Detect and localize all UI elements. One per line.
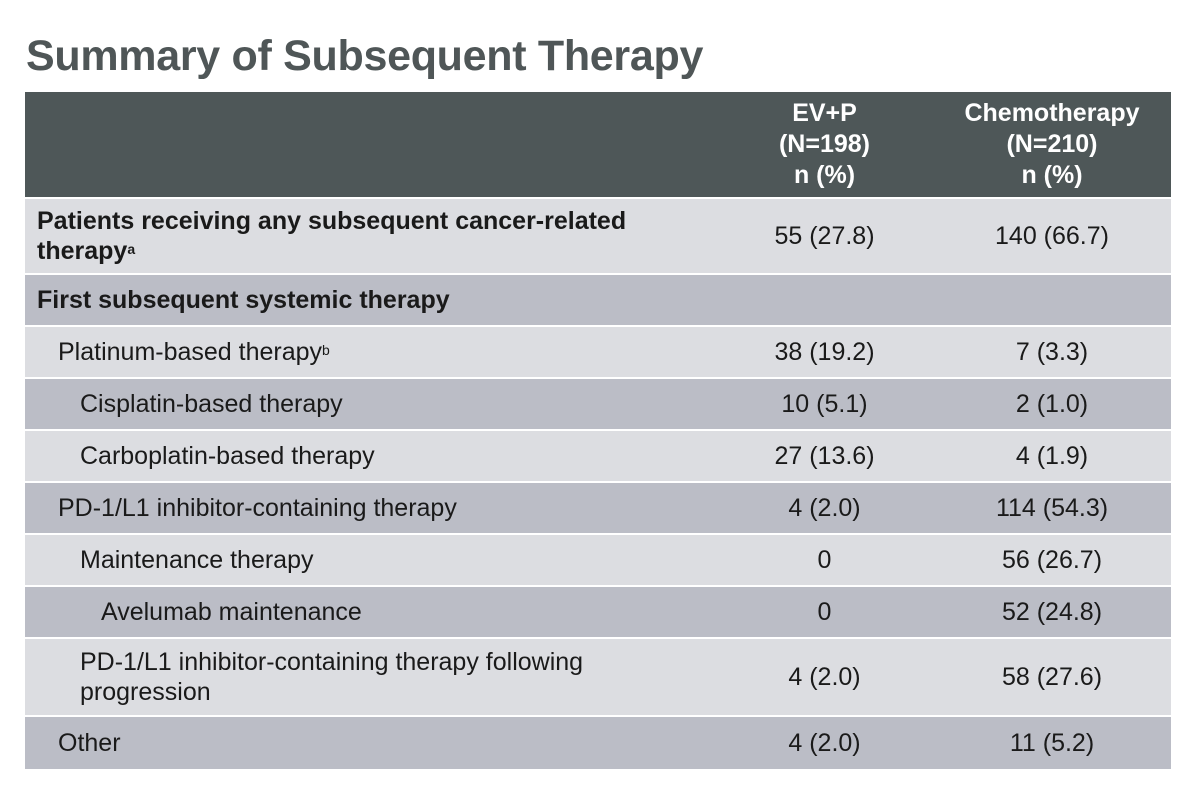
chemo-value: 11 (5.2): [933, 716, 1171, 771]
table-row: Cisplatin-based therapy 10 (5.1) 2 (1.0): [25, 378, 1171, 431]
row-label: PD-1/L1 inhibitor-containing therapy: [25, 482, 716, 535]
header-ev-p-n: (N=198): [778, 130, 870, 158]
table-header-row: EV+P (N=198) n (%) Chemotherapy (N=210) …: [25, 92, 1171, 199]
table-row: Platinum-based therapyb 38 (19.2) 7 (3.3…: [25, 326, 1171, 379]
chemo-value: 2 (1.0): [933, 378, 1171, 431]
header-chemo-name: Chemotherapy: [964, 99, 1140, 127]
chemo-value: 7 (3.3): [933, 326, 1171, 379]
chemo-value: 140 (66.7): [933, 198, 1171, 275]
header-ev-p-unit: n (%): [793, 161, 856, 189]
row-label-text: Carboplatin-based therapy: [80, 442, 375, 470]
row-label-text: First subsequent systemic therapy: [37, 286, 450, 314]
row-label-text: Patients receiving any subsequent cancer…: [37, 207, 627, 265]
ev-p-value: 0: [716, 586, 933, 639]
table-row: Maintenance therapy 0 56 (26.7): [25, 534, 1171, 587]
ev-p-value: 38 (19.2): [716, 326, 933, 379]
table-row: First subsequent systemic therapy: [25, 274, 1171, 327]
footnote-marker: a: [127, 241, 136, 257]
row-label: Carboplatin-based therapy: [25, 430, 716, 483]
row-label-text: Avelumab maintenance: [101, 598, 362, 626]
chemo-value: 52 (24.8): [933, 586, 1171, 639]
row-label-text: PD-1/L1 inhibitor-containing therapy fol…: [80, 648, 584, 706]
chemo-value: 58 (27.6): [933, 638, 1171, 717]
chemo-value: 4 (1.9): [933, 430, 1171, 483]
table-row: Patients receiving any subsequent cancer…: [25, 198, 1171, 275]
row-label: Maintenance therapy: [25, 534, 716, 587]
ev-p-value: 4 (2.0): [716, 482, 933, 535]
chemo-value: 56 (26.7): [933, 534, 1171, 587]
ev-p-value: [716, 274, 933, 327]
table-row: PD-1/L1 inhibitor-containing therapy fol…: [25, 638, 1171, 717]
row-label: Patients receiving any subsequent cancer…: [25, 198, 716, 275]
header-chemo-unit: n (%): [1021, 161, 1083, 189]
subsequent-therapy-table: EV+P (N=198) n (%) Chemotherapy (N=210) …: [25, 92, 1171, 771]
row-label-text: PD-1/L1 inhibitor-containing therapy: [58, 494, 457, 522]
page-title: Summary of Subsequent Therapy: [26, 32, 704, 80]
header-label-cell: [25, 92, 716, 199]
row-label: PD-1/L1 inhibitor-containing therapy fol…: [25, 638, 716, 717]
row-label: Cisplatin-based therapy: [25, 378, 716, 431]
ev-p-value: 55 (27.8): [716, 198, 933, 275]
row-label: Platinum-based therapyb: [25, 326, 716, 379]
chemo-value: [933, 274, 1171, 327]
ev-p-value: 4 (2.0): [716, 638, 933, 717]
row-label-text: Cisplatin-based therapy: [80, 390, 343, 418]
table-row: Avelumab maintenance 0 52 (24.8): [25, 586, 1171, 639]
row-label: Avelumab maintenance: [25, 586, 716, 639]
ev-p-value: 4 (2.0): [716, 716, 933, 771]
row-label: Other: [25, 716, 716, 771]
table-row: PD-1/L1 inhibitor-containing therapy 4 (…: [25, 482, 1171, 535]
header-ev-p: EV+P (N=198) n (%): [716, 92, 933, 199]
row-label-text: Maintenance therapy: [80, 546, 314, 574]
ev-p-value: 0: [716, 534, 933, 587]
row-label-text: Other: [58, 729, 121, 757]
header-chemo-n: (N=210): [1006, 130, 1098, 158]
header-ev-p-name: EV+P: [792, 99, 857, 127]
table-row: Other 4 (2.0) 11 (5.2): [25, 716, 1171, 771]
chemo-value: 114 (54.3): [933, 482, 1171, 535]
ev-p-value: 10 (5.1): [716, 378, 933, 431]
ev-p-value: 27 (13.6): [716, 430, 933, 483]
footnote-marker: b: [322, 342, 330, 358]
row-label: First subsequent systemic therapy: [25, 274, 716, 327]
header-chemotherapy: Chemotherapy (N=210) n (%): [933, 92, 1171, 199]
table-row: Carboplatin-based therapy 27 (13.6) 4 (1…: [25, 430, 1171, 483]
row-label-text: Platinum-based therapy: [58, 338, 323, 366]
